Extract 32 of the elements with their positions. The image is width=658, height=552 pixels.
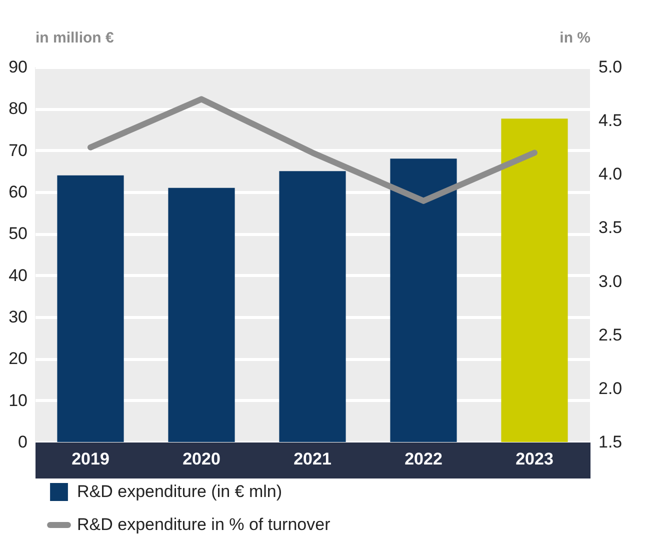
y2-tick-label: 2.5	[598, 325, 622, 344]
y-tick-label: 0	[18, 432, 28, 452]
y2-tick-label: 2.0	[598, 378, 622, 398]
y2-tick-label: 4.5	[598, 111, 622, 130]
y-tick-label: 60	[8, 182, 28, 202]
x-tick-label: 2021	[294, 450, 332, 468]
y2-tick-label: 5.0	[598, 58, 622, 76]
y-axis-title: in million €	[36, 30, 114, 46]
x-tick-label: 2020	[182, 450, 220, 468]
x-tick-label: 2022	[404, 450, 442, 468]
legend-label: R&D expenditure (in € mln)	[77, 482, 282, 501]
y2-tick-label: 4.0	[598, 164, 622, 184]
x-tick-label: 2019	[72, 450, 110, 468]
y-tick-label: 50	[8, 224, 28, 244]
y-tick-label: 70	[8, 140, 28, 160]
bar	[390, 158, 457, 442]
y-tick-label: 10	[8, 390, 28, 410]
x-tick-label: 2023	[516, 450, 554, 468]
y-tick-label: 90	[8, 58, 28, 76]
y-tick-label: 20	[8, 349, 28, 368]
y2-tick-label: 3.0	[598, 272, 622, 291]
y-tick-label: 80	[8, 99, 28, 118]
y-tick-label: 40	[8, 266, 28, 285]
bar	[279, 171, 346, 442]
legend-label: R&D expenditure in % of turnover	[77, 515, 331, 534]
bar	[57, 175, 124, 442]
bar	[168, 188, 235, 442]
y2-axis-title: in %	[560, 30, 590, 46]
y-tick-label: 30	[8, 308, 28, 326]
y2-tick-label: 3.5	[598, 218, 622, 238]
y2-tick-label: 1.5	[598, 432, 622, 452]
bar	[501, 118, 568, 442]
